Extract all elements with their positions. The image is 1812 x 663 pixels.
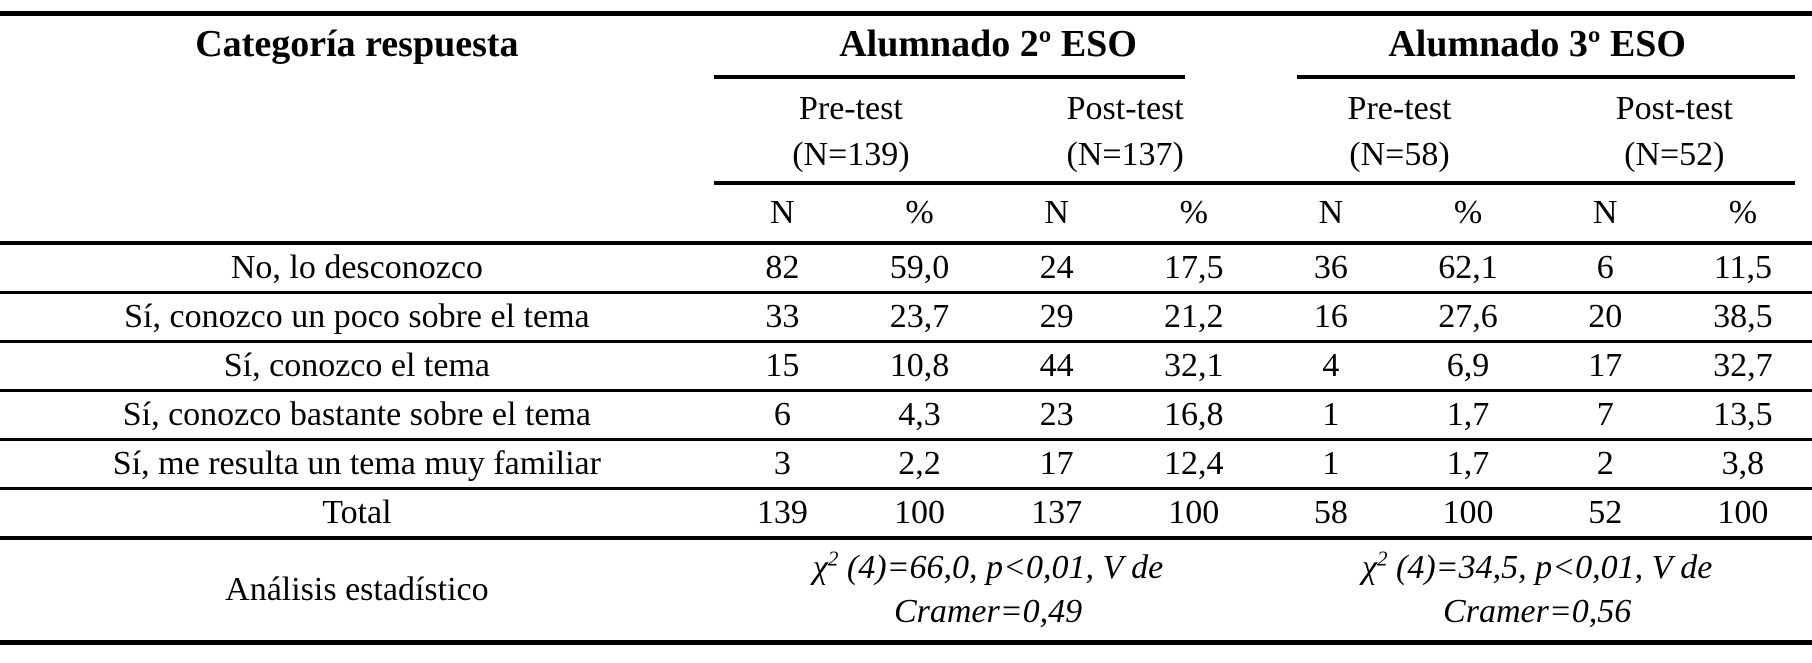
column-header-alumnado-2eso: Alumnado 2º ESO	[713, 14, 1263, 80]
chi-symbol: χ	[1362, 549, 1377, 586]
cell-value: 4	[1262, 341, 1400, 392]
cell-value: 38,5	[1673, 292, 1812, 343]
statistics-row: Análisis estadístico χ2 (4)=66,0, p<0,01…	[0, 538, 1812, 643]
cell-value: 52	[1536, 488, 1674, 540]
cell-value: 100	[1673, 488, 1812, 540]
cell-value: 2,2	[850, 439, 989, 490]
column-header-n: N	[988, 185, 1126, 245]
cell-value: 29	[988, 292, 1126, 343]
header-row-measures: N % N % N % N %	[0, 185, 1812, 245]
stat-chi-square-2eso: χ2 (4)=66,0, p<0,01, V de Cramer=0,49	[714, 538, 1263, 643]
cell-value: 32,1	[1125, 341, 1263, 392]
table-row-total: Total 139 100 137 100 58 100 52 100	[0, 488, 1812, 540]
cell-value: 137	[988, 488, 1126, 540]
column-header-categoria-respuesta: Categoría respuesta	[0, 13, 714, 245]
cell-value: 32,7	[1673, 341, 1812, 392]
cell-value: 6,9	[1399, 341, 1537, 392]
column-header-n: N	[1262, 185, 1400, 245]
cell-value: 100	[850, 488, 989, 540]
row-label: Sí, conozco un poco sobre el tema	[0, 292, 714, 343]
row-label: Total	[0, 488, 714, 540]
header-row-tests: Pre-test (N=139) Post-test (N=137) Pre-t…	[0, 79, 1812, 185]
table-row: Sí, conozco un poco sobre el tema 33 23,…	[0, 292, 1812, 343]
cell-value: 15	[713, 341, 851, 392]
table-row: Sí, conozco el tema 15 10,8 44 32,1 4 6,…	[0, 341, 1812, 392]
cell-value: 21,2	[1125, 292, 1263, 343]
cell-value: 6	[713, 390, 851, 441]
cell-value: 1	[1262, 390, 1400, 441]
cell-value: 139	[713, 488, 851, 540]
column-header-n: N	[713, 185, 851, 245]
cell-value: 11,5	[1673, 243, 1812, 294]
cell-value: 17	[1536, 341, 1674, 392]
chi-exponent: 2	[827, 546, 839, 571]
table-row: Sí, conozco bastante sobre el tema 6 4,3…	[0, 390, 1812, 441]
row-label-analisis: Análisis estadístico	[225, 571, 489, 608]
cell-value: 58	[1262, 488, 1400, 540]
cell-value: 3	[713, 439, 851, 490]
cell-value: 16	[1262, 292, 1400, 343]
cell-value: 1,7	[1399, 390, 1537, 441]
column-header-n: N	[1536, 185, 1674, 245]
cell-value: 17,5	[1125, 243, 1263, 294]
cell-value: 16,8	[1125, 390, 1263, 441]
column-header-pct: %	[1125, 185, 1263, 245]
cell-value: 27,6	[1399, 292, 1537, 343]
cell-value: 62,1	[1399, 243, 1537, 294]
cell-value: 23,7	[850, 292, 989, 343]
column-header-posttest-2eso: Post-test (N=137)	[988, 79, 1263, 185]
results-table: Categoría respuesta Alumnado 2º ESO Alum…	[0, 11, 1812, 645]
cell-value: 20	[1536, 292, 1674, 343]
cell-value: 33	[713, 292, 851, 343]
cell-value: 7	[1536, 390, 1674, 441]
cell-value: 44	[988, 341, 1126, 392]
stat-text: (4)=34,5, p<0,01, V de Cramer=0,56	[1396, 549, 1713, 630]
cell-value: 1,7	[1399, 439, 1537, 490]
cell-value: 2	[1536, 439, 1674, 490]
column-header-pretest-2eso: Pre-test (N=139)	[713, 79, 989, 185]
cell-value: 23	[988, 390, 1126, 441]
column-header-alumnado-3eso: Alumnado 3º ESO	[1262, 14, 1812, 80]
row-label: No, lo desconozco	[0, 243, 714, 294]
stat-chi-square-3eso: χ2 (4)=34,5, p<0,01, V de Cramer=0,56	[1262, 538, 1812, 643]
chi-symbol: χ	[812, 549, 828, 586]
column-header-pretest-3eso: Pre-test (N=58)	[1262, 79, 1537, 185]
column-header-pct: %	[1673, 185, 1812, 245]
table-row: No, lo desconozco 82 59,0 24 17,5 36 62,…	[0, 243, 1812, 294]
header-row-groups: Categoría respuesta Alumnado 2º ESO Alum…	[0, 13, 1812, 245]
row-label: Sí, conozco el tema	[0, 341, 714, 392]
table-row: Sí, me resulta un tema muy familiar 3 2,…	[0, 439, 1812, 490]
chi-exponent: 2	[1376, 546, 1388, 571]
cell-value: 100	[1399, 488, 1537, 540]
stat-text: (4)=66,0, p<0,01, V de Cramer=0,49	[846, 549, 1164, 630]
cell-value: 3,8	[1673, 439, 1812, 490]
column-header-pct: %	[1399, 185, 1537, 245]
cell-value: 36	[1262, 243, 1400, 294]
cell-value: 10,8	[850, 341, 989, 392]
cell-value: 59,0	[850, 243, 989, 294]
cell-value: 1	[1262, 439, 1400, 490]
column-header-pct: %	[850, 185, 989, 245]
cell-value: 13,5	[1673, 390, 1812, 441]
row-label: Sí, me resulta un tema muy familiar	[0, 439, 714, 490]
cell-value: 82	[713, 243, 851, 294]
row-label: Sí, conozco bastante sobre el tema	[0, 390, 714, 441]
column-header-posttest-3eso: Post-test (N=52)	[1536, 79, 1812, 185]
cell-value: 24	[988, 243, 1126, 294]
cell-value: 100	[1125, 488, 1263, 540]
cell-value: 6	[1536, 243, 1674, 294]
cell-value: 12,4	[1125, 439, 1263, 490]
cell-value: 4,3	[850, 390, 989, 441]
cell-value: 17	[988, 439, 1126, 490]
